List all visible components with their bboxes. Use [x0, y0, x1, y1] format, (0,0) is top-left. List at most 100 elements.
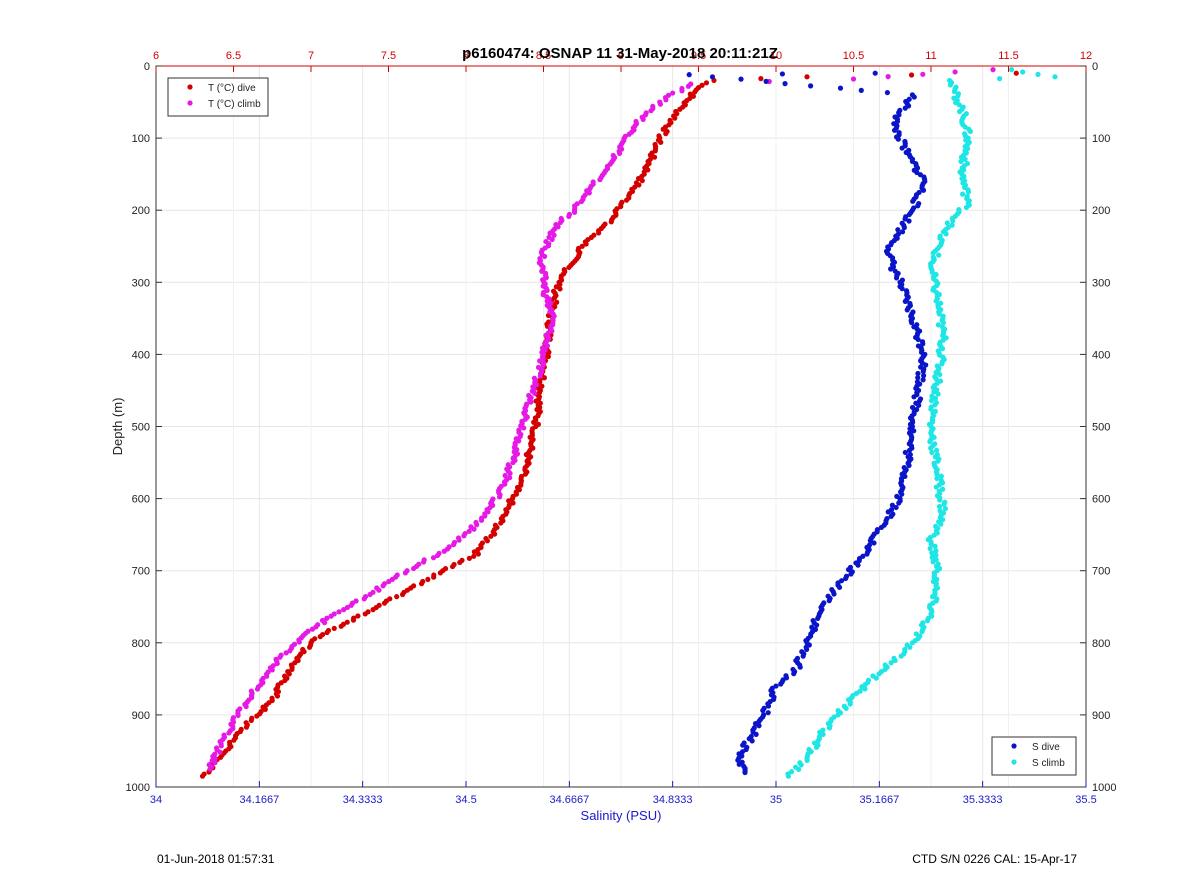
data-point [418, 581, 425, 587]
x-top-tick-label: 9.5 [691, 50, 706, 62]
data-point [938, 473, 944, 479]
data-point [933, 484, 939, 490]
y-tick-label: 400 [132, 349, 150, 361]
series-t-c-dive [199, 70, 1019, 779]
data-point [1035, 71, 1041, 78]
x-top-tick-label: 6.5 [226, 50, 241, 62]
data-point [457, 559, 463, 566]
data-point [928, 397, 935, 404]
data-point [950, 218, 956, 224]
data-point [892, 657, 898, 664]
y-axis-label: Depth (m) [110, 398, 125, 456]
y-tick-label: 500 [132, 422, 150, 434]
data-point [296, 639, 302, 645]
data-point [517, 433, 523, 440]
data-point [449, 563, 456, 570]
data-point [309, 626, 316, 632]
x-bottom-tick-label: 34.5 [455, 794, 476, 806]
data-point [956, 108, 963, 115]
data-point [814, 622, 820, 628]
x-top-tick-label: 12 [1080, 50, 1092, 62]
data-point [498, 520, 504, 526]
data-point [936, 503, 943, 510]
data-point [885, 74, 891, 80]
data-point [940, 517, 946, 523]
data-point [277, 654, 283, 660]
data-point [933, 376, 939, 382]
data-point [888, 266, 894, 272]
x-bottom-tick-label: 34.6667 [549, 794, 589, 806]
y-tick-label-right: 1000 [1092, 782, 1116, 794]
data-point [765, 710, 771, 716]
data-point [492, 531, 498, 537]
data-point [623, 197, 630, 203]
data-point [990, 67, 996, 73]
data-point [763, 78, 769, 84]
data-point [1052, 74, 1058, 80]
data-point [521, 425, 527, 431]
data-point [736, 761, 742, 767]
data-point [566, 213, 572, 219]
data-point [686, 72, 692, 78]
data-point [226, 730, 232, 736]
data-point [212, 760, 218, 766]
y-tick-label: 800 [132, 638, 150, 650]
data-point [798, 762, 804, 768]
data-point [902, 216, 908, 222]
data-point [626, 131, 632, 137]
data-point [965, 189, 972, 195]
data-point [532, 390, 538, 396]
legend-label: S dive [1032, 742, 1060, 753]
y-tick-label: 900 [132, 710, 150, 722]
data-point [929, 449, 935, 456]
data-point [451, 542, 457, 548]
y-tick-label-right: 600 [1092, 494, 1110, 506]
data-point [488, 533, 494, 539]
data-point [896, 500, 902, 506]
y-tick-label-right: 300 [1092, 277, 1110, 289]
data-point [566, 264, 572, 271]
data-point [262, 706, 268, 712]
data-point [507, 470, 513, 476]
data-point [923, 362, 929, 368]
data-point [677, 106, 683, 112]
series-t-c-climb [206, 67, 996, 772]
data-point [336, 609, 342, 615]
data-point [935, 458, 941, 464]
data-point [895, 136, 901, 142]
data-point [199, 773, 206, 779]
data-point [554, 299, 560, 305]
data-point [848, 571, 854, 577]
data-point [402, 570, 409, 576]
data-point [896, 112, 902, 118]
data-point [760, 707, 766, 714]
data-point [657, 101, 664, 107]
data-point [502, 472, 508, 479]
y-tick-label: 0 [144, 61, 150, 73]
data-point [952, 69, 958, 75]
data-point [386, 578, 392, 585]
data-point [902, 105, 908, 111]
data-point [639, 178, 645, 184]
data-point [929, 550, 935, 556]
data-point [933, 298, 939, 304]
data-point [321, 620, 328, 626]
data-point [539, 268, 545, 274]
x-top-tick-label: 7 [308, 50, 314, 62]
data-point [909, 640, 916, 646]
data-point [651, 154, 658, 160]
data-point [355, 613, 361, 619]
y-tick-label-right: 400 [1092, 349, 1110, 361]
data-point [425, 576, 431, 582]
x-bottom-tick-label: 35 [770, 794, 782, 806]
data-point [804, 757, 810, 764]
data-point [557, 219, 563, 226]
data-point [380, 583, 386, 589]
data-point [376, 587, 382, 593]
data-point [474, 522, 480, 528]
data-point [931, 389, 937, 395]
data-point [551, 232, 557, 238]
data-point [955, 93, 961, 99]
data-point [997, 76, 1003, 82]
data-point [394, 594, 400, 600]
